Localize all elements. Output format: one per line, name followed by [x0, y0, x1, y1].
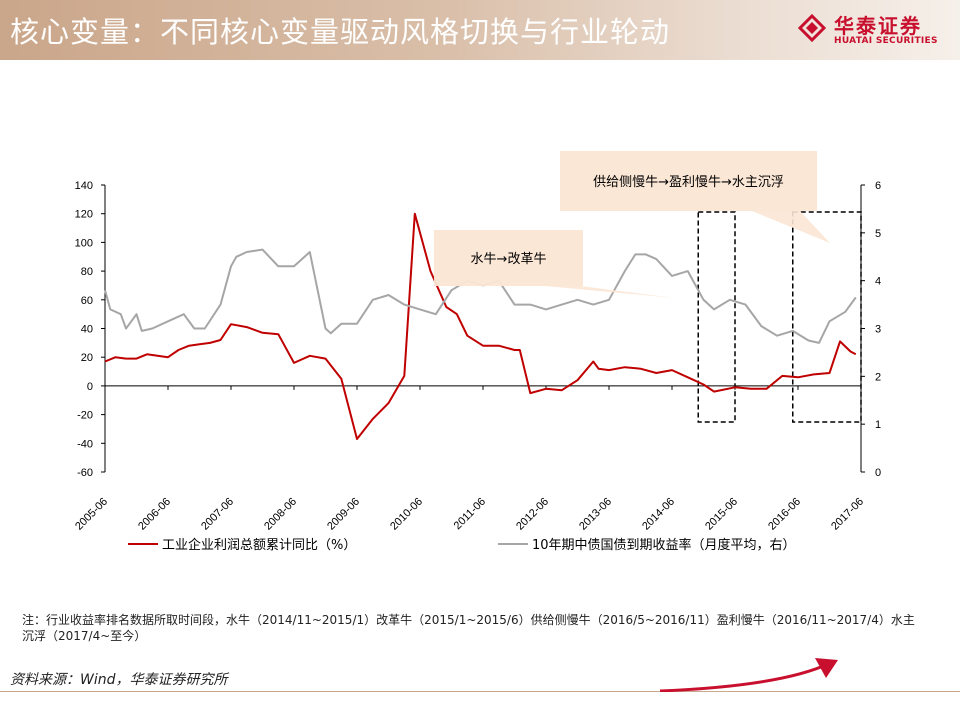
- y-left-tick-label: 80: [81, 266, 93, 278]
- x-tick-label: 2012-06: [514, 496, 551, 533]
- y-right-tick-label: 1: [875, 419, 881, 431]
- huatai-logo: 华泰证券 HUATAI SECURITIES: [790, 8, 950, 52]
- x-tick-label: 2008-06: [262, 496, 299, 533]
- y-left-tick-label: 20: [81, 352, 93, 364]
- dashed-boxes: [697, 211, 862, 423]
- y-left-tick-label: 120: [75, 209, 93, 221]
- x-tick-label: 2009-06: [325, 496, 362, 533]
- page-title: 核心变量：不同核心变量驱动风格切换与行业轮动: [10, 15, 671, 49]
- y-left-tick-label: -60: [77, 467, 93, 479]
- x-tick-label: 2006-06: [136, 496, 173, 533]
- y-left-tick-label: 60: [81, 295, 93, 307]
- series-lines: [104, 212, 857, 440]
- legend-label: 10年期中债国债到期收益率（月度平均，右）: [532, 537, 796, 553]
- dashed-highlight-box: [697, 211, 736, 423]
- callout-box: [434, 230, 583, 286]
- logo-text-cn: 华泰证券: [834, 14, 922, 38]
- x-tick-label: 2015-06: [703, 496, 740, 533]
- callout-pointer: [545, 286, 675, 298]
- x-tick-label: 2005-06: [73, 496, 110, 533]
- huatai-logo-icon: [798, 14, 826, 42]
- y-right-tick-label: 2: [875, 371, 881, 383]
- y-left-tick-label: 0: [87, 381, 93, 393]
- x-tick-label: 2017-06: [829, 496, 866, 533]
- chart: -60 -40 -20 0 20 40 60 80 100 120 140 0 1 2 3 4 5 6 2005-0…: [73, 151, 881, 553]
- callout-pointer: [752, 211, 830, 243]
- y-right-tick-label: 5: [875, 228, 881, 240]
- header-banner: 核心变量：不同核心变量驱动风格切换与行业轮动 华泰证券 HUATAI SECUR…: [0, 0, 960, 60]
- legend-label: 工业企业利润总额累计同比（%）: [162, 537, 356, 553]
- dashed-highlight-box: [792, 211, 862, 423]
- y-right-tick-label: 4: [875, 276, 881, 288]
- logo-text-en: HUATAI SECURITIES: [834, 36, 938, 46]
- y-left-tick-label: -20: [77, 410, 93, 422]
- source-text: 资料来源：Wind，华泰证券研究所: [10, 672, 228, 688]
- y-right-tick-label: 6: [875, 180, 881, 192]
- y-right-tick-label: 3: [875, 324, 881, 336]
- y-left-tick-label: 140: [75, 180, 93, 192]
- callout-text: 水牛→改革牛: [471, 252, 547, 267]
- callout-text: 供给侧慢牛→盈利慢牛→水主沉浮: [593, 174, 784, 190]
- footnote: 注：行业收益率排名数据所取时间段，水牛（2014/11~2015/1）改革牛（2…: [22, 613, 915, 643]
- y-left-tick-label: -40: [77, 438, 93, 450]
- callout-box: [560, 151, 817, 211]
- legend: 工业企业利润总额累计同比（%） 10年期中债国债到期收益率（月度平均，右）: [128, 537, 796, 553]
- x-tick-label: 2007-06: [199, 496, 236, 533]
- callouts: 水牛→改革牛 供给侧慢牛→盈利慢牛→水主沉浮: [434, 151, 830, 298]
- bond-yield-line: [104, 248, 857, 344]
- y-left-tick-label: 100: [75, 237, 93, 249]
- x-tick-label: 2010-06: [388, 496, 425, 533]
- profit-growth-line: [104, 212, 857, 440]
- arrow-decoration-icon: [660, 658, 838, 692]
- x-tick-label: 2014-06: [640, 496, 677, 533]
- footer-rule: [0, 691, 960, 692]
- y-right-tick-label: 0: [875, 467, 881, 479]
- x-tick-label: 2016-06: [766, 496, 803, 533]
- x-tick-label: 2013-06: [577, 496, 614, 533]
- y-left-tick-label: 40: [81, 324, 93, 336]
- x-tick-label: 2011-06: [452, 496, 488, 532]
